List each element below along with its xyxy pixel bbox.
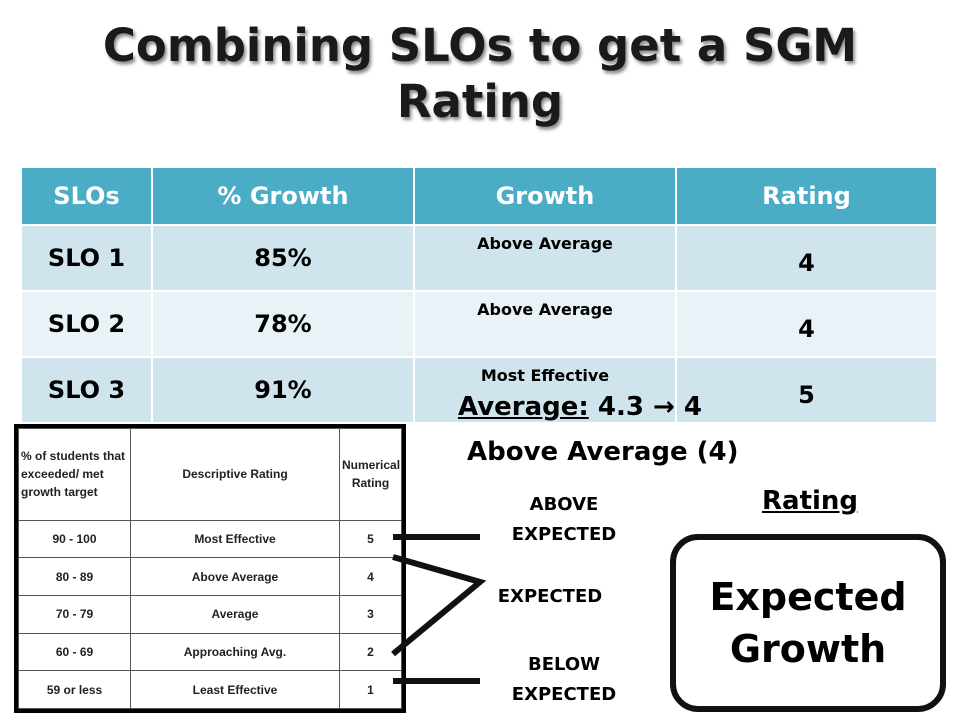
- table-row: 59 or less Least Effective 1: [18, 670, 402, 709]
- slo-pct-growth: 85%: [151, 224, 414, 291]
- header-growth: Growth: [413, 168, 676, 225]
- table-row: SLO 1 85% Above Average 4: [22, 224, 936, 291]
- title-line-1: Combining SLOs to get a SGM: [102, 19, 858, 72]
- table-row: 70 - 79 Average 3: [18, 595, 402, 634]
- rating-heading: Rating: [762, 486, 859, 516]
- scale-range: 80 - 89: [18, 557, 131, 597]
- header-slos: SLOs: [22, 168, 152, 225]
- slo-rating: 4: [675, 290, 936, 357]
- scale-num: 2: [339, 632, 402, 672]
- scale-num: 4: [339, 557, 402, 597]
- scale-header-row: % of students that exceeded/ met growth …: [18, 428, 402, 521]
- table-row: SLO 2 78% Above Average 4: [22, 290, 936, 357]
- arrow-right-icon: →: [652, 392, 675, 422]
- slo-pct-growth: 78%: [151, 290, 414, 357]
- page-title: Combining SLOs to get a SGM Rating: [0, 18, 960, 130]
- average-rounded: 4: [683, 392, 702, 422]
- scale-num: 3: [339, 595, 402, 634]
- scale-header-num: Numerical Rating: [339, 428, 402, 521]
- average-value: 4.3: [597, 392, 644, 422]
- slo-pct-growth: 91%: [151, 356, 414, 422]
- table-row: 80 - 89 Above Average 4: [18, 557, 402, 597]
- table-row: 60 - 69 Approaching Avg. 2: [18, 632, 402, 672]
- slo-growth: Above Average: [413, 224, 676, 291]
- scale-header-desc: Descriptive Rating: [130, 428, 340, 521]
- expected-bracket: [391, 554, 487, 657]
- rating-scale-table: % of students that exceeded/ met growth …: [14, 424, 406, 713]
- slo-name: SLO 2: [22, 290, 152, 357]
- result-text: Expected Growth: [709, 575, 907, 671]
- average-subtitle: Above Average (4): [467, 437, 739, 467]
- slo-name: SLO 1: [22, 224, 152, 291]
- scale-range: 60 - 69: [18, 632, 131, 672]
- scale-num: 1: [339, 670, 402, 709]
- result-box: Expected Growth: [670, 534, 946, 712]
- scale-desc: Above Average: [130, 557, 340, 597]
- title-line-2: Rating: [396, 75, 564, 128]
- scale-num: 5: [339, 519, 402, 559]
- average-label: Average:: [458, 392, 589, 422]
- slo-table-header-row: SLOs % Growth Growth Rating: [22, 168, 936, 225]
- slo-growth: Above Average: [413, 290, 676, 357]
- expected-label: EXPECTED: [497, 586, 603, 607]
- slo-rating: 5: [675, 356, 936, 422]
- table-row: SLO 3 91% Most Effective 5: [22, 356, 936, 422]
- header-pct-growth: % Growth: [151, 168, 414, 225]
- scale-desc: Most Effective: [130, 519, 340, 559]
- scale-desc: Average: [130, 595, 340, 634]
- above-expected-label: ABOVE EXPECTED: [511, 494, 617, 545]
- scale-range: 90 - 100: [18, 519, 131, 559]
- table-row: 90 - 100 Most Effective 5: [18, 519, 402, 559]
- slo-name: SLO 3: [22, 356, 152, 422]
- slo-growth: Most Effective: [413, 356, 676, 422]
- slo-rating: 4: [675, 224, 936, 291]
- header-rating: Rating: [675, 168, 936, 225]
- average-line: Average: 4.3 → 4: [458, 392, 702, 422]
- below-expected-label: BELOW EXPECTED: [511, 654, 617, 705]
- slo-table: SLOs % Growth Growth Rating SLO 1 85% Ab…: [22, 168, 936, 422]
- scale-header-pct: % of students that exceeded/ met growth …: [18, 428, 131, 521]
